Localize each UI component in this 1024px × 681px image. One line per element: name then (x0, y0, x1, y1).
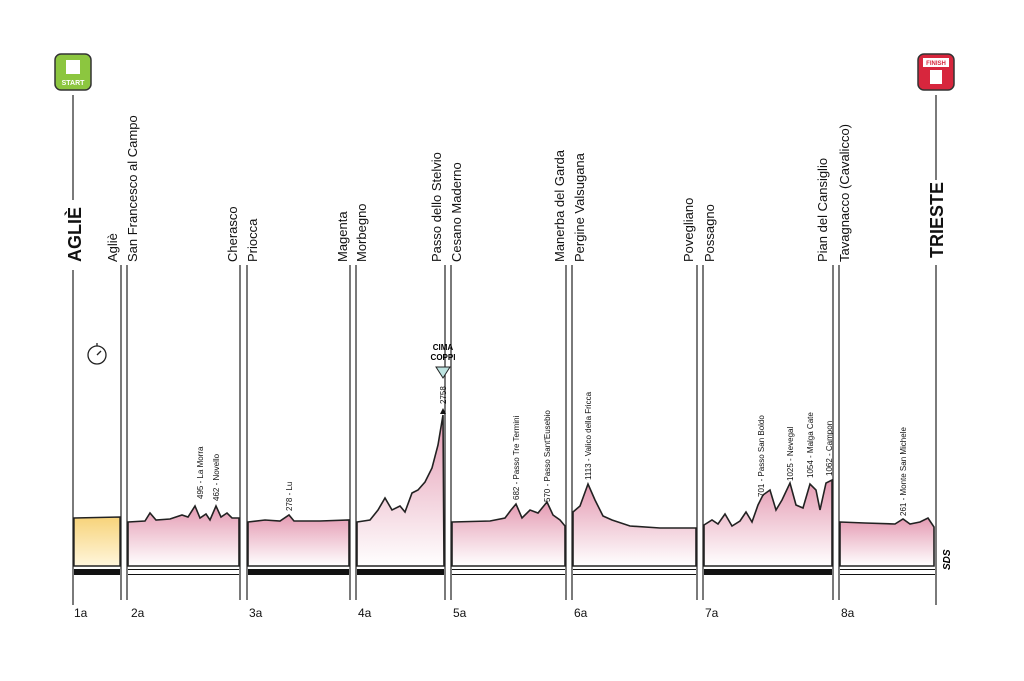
town-label: Passo dello Stelvio (429, 152, 444, 262)
stopwatch-icon (87, 343, 107, 365)
baseline (74, 569, 935, 575)
climb-label: 1054 - Malga Cate (806, 412, 815, 478)
town-label: Tavagnacco (Cavalicco) (837, 124, 852, 262)
stage-code: 7a (705, 606, 719, 620)
stage-code: 8a (841, 606, 855, 620)
cima-coppi-line: COPPI (431, 353, 456, 362)
finish-icon: FINISH (917, 53, 955, 91)
start-town: AGLIÈ (64, 207, 85, 262)
stage-code: 6a (574, 606, 588, 620)
climb-label: 570 - Passo Sant'Eusebio (543, 410, 552, 502)
dividers (120, 265, 840, 600)
town-label: Magenta (335, 211, 350, 262)
town-label: Possagno (702, 204, 717, 262)
stage-code: 3a (249, 606, 263, 620)
climb-label: 701 - Passo San Boldo (757, 415, 766, 497)
town-label: Priocca (245, 218, 260, 262)
stage-code: 1a (74, 606, 88, 620)
finish-label: FINISH (926, 61, 946, 67)
climb-label: 495 - La Morra (196, 446, 205, 499)
start-label: START (62, 80, 86, 87)
town-label: San Francesco al Campo (125, 115, 140, 262)
climb-label: 682 - Passo Tre Termini (512, 415, 521, 500)
climb-label: 261 - Monte San Michele (899, 427, 908, 516)
stage-code: 2a (131, 606, 145, 620)
cima-coppi-line: CIMA (433, 343, 454, 352)
credit: SDS (942, 549, 953, 570)
town-label: Pian del Cansiglio (815, 158, 830, 262)
start-icon: START (54, 53, 92, 91)
finish-town: TRIESTE (927, 182, 947, 258)
town-label: Pergine Valsugana (572, 152, 587, 262)
climb-label: 278 - Lu (285, 482, 294, 511)
town-label: Cesano Maderno (449, 162, 464, 262)
stage-code: 4a (358, 606, 372, 620)
climb-label: 1025 - Nevegal (786, 427, 795, 481)
climb-label: 1113 - Valico della Fricca (584, 391, 593, 480)
climb-label: 2758 (439, 386, 448, 404)
climb-label: 1062 - Campon (825, 421, 834, 476)
climb-label: 462 - Novello (212, 453, 221, 501)
profiles (73, 414, 935, 567)
town-label: Agliè (105, 233, 120, 262)
town-label: Manerba del Garda (552, 149, 567, 262)
town-label: Morbegno (354, 203, 369, 262)
town-label: Povegliano (681, 198, 696, 262)
stage-code: 5a (453, 606, 467, 620)
arrow (440, 408, 446, 414)
town-label: Cherasco (225, 206, 240, 262)
cima-coppi: CIMA COPPI (431, 343, 456, 379)
